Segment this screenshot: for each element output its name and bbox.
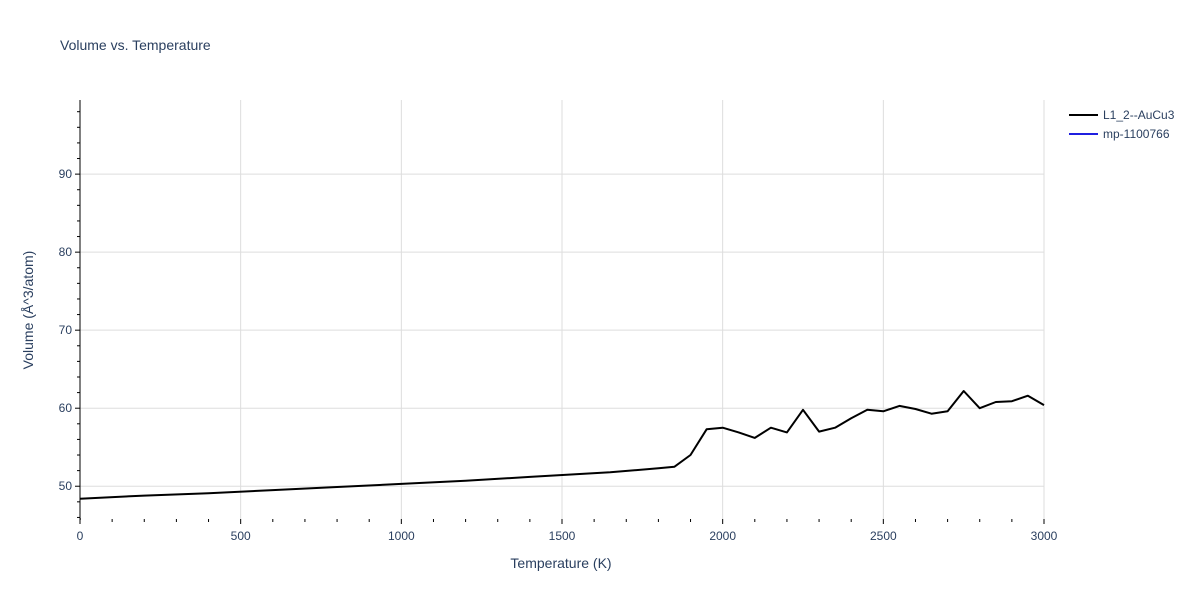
series-layer — [79, 390, 1045, 500]
y-axis-title: Volume (Å^3/atom) — [20, 251, 36, 370]
y-tick-label: 80 — [59, 245, 73, 259]
chart-title: Volume vs. Temperature — [60, 37, 211, 53]
grid-layer — [80, 100, 1045, 519]
legend-label: L1_2--AuCu3 — [1103, 108, 1175, 122]
x-tick-label: 2500 — [870, 529, 897, 543]
x-tick-label: 1500 — [549, 529, 576, 543]
x-tick-label: 500 — [231, 529, 251, 543]
y-tick-label: 70 — [59, 323, 73, 337]
x-axis-title: Temperature (K) — [510, 555, 611, 571]
axes-layer: 0 500 1000 1500 2000 2500 3000 50 60 70 80 90 — [59, 100, 1058, 543]
y-tick-label: 50 — [59, 479, 73, 493]
series-line-0 — [79, 390, 1045, 500]
y-tick-label: 90 — [59, 167, 73, 181]
x-tick-label: 2000 — [709, 529, 736, 543]
x-tick-label: 3000 — [1031, 529, 1058, 543]
x-tick-label: 1000 — [388, 529, 415, 543]
x-tick-label: 0 — [77, 529, 84, 543]
legend: L1_2--AuCu3 mp-1100766 — [1069, 108, 1175, 141]
legend-label: mp-1100766 — [1103, 127, 1170, 141]
y-tick-label: 60 — [59, 401, 73, 415]
